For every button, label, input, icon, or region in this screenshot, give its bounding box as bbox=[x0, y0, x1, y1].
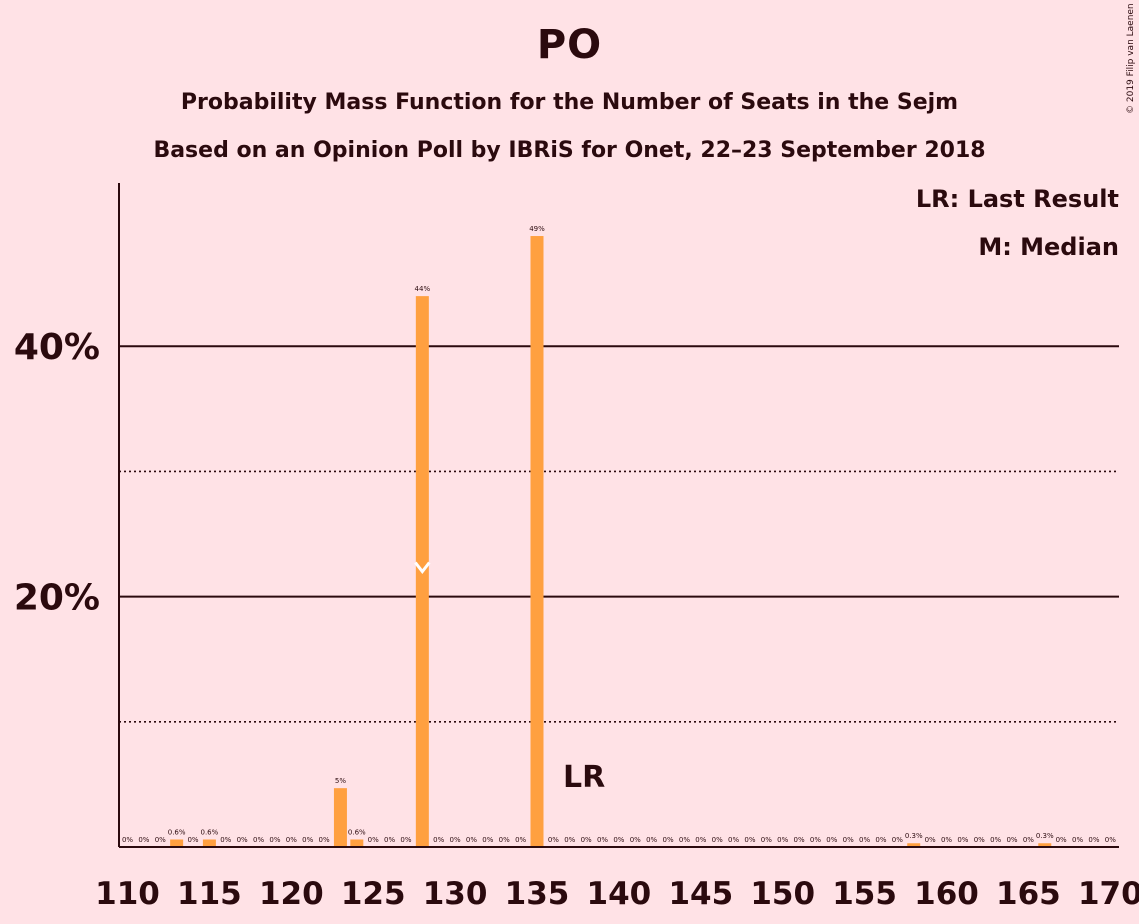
bar-value-label: 0.6% bbox=[348, 828, 366, 836]
chart-subtitle: Probability Mass Function for the Number… bbox=[180, 90, 959, 115]
bar-value-label: 0% bbox=[826, 836, 837, 844]
bar-value-label: 0% bbox=[974, 836, 985, 844]
bar-value-label: 0% bbox=[548, 836, 559, 844]
x-tick-label: 160 bbox=[914, 876, 979, 912]
bar-value-label: 0% bbox=[843, 836, 854, 844]
bar-value-label: 0% bbox=[613, 836, 624, 844]
x-tick-label: 110 bbox=[95, 876, 160, 912]
bar-value-label: 0% bbox=[712, 836, 723, 844]
bar-value-label: 0% bbox=[1006, 836, 1017, 844]
bar-value-label: 0% bbox=[400, 836, 411, 844]
bar-value-label: 0% bbox=[1072, 836, 1083, 844]
x-tick-label: 140 bbox=[587, 876, 652, 912]
bar-value-label: 0% bbox=[1056, 836, 1067, 844]
bar-value-label: 0% bbox=[319, 836, 330, 844]
bar-value-label: 0% bbox=[302, 836, 313, 844]
bar-value-label: 0.3% bbox=[1036, 832, 1054, 840]
bar bbox=[1038, 843, 1052, 847]
bar-value-label: 0% bbox=[761, 836, 772, 844]
chart-title: PO bbox=[536, 22, 603, 68]
bar-value-label: 0% bbox=[957, 836, 968, 844]
x-tick-label: 170 bbox=[1078, 876, 1139, 912]
bar-value-label: 0% bbox=[794, 836, 805, 844]
bar-value-label: 0% bbox=[695, 836, 706, 844]
bar-value-label: 0% bbox=[777, 836, 788, 844]
bar-value-label: 0% bbox=[564, 836, 575, 844]
bar-value-label: 0% bbox=[875, 836, 886, 844]
x-tick-label: 135 bbox=[505, 876, 570, 912]
bar-value-label: 0% bbox=[368, 836, 379, 844]
bar-value-label: 0.6% bbox=[201, 828, 219, 836]
x-tick-label: 130 bbox=[423, 876, 488, 912]
x-tick-label: 120 bbox=[259, 876, 324, 912]
bar-value-label: 0% bbox=[990, 836, 1001, 844]
legend-median: M: Median bbox=[978, 233, 1119, 261]
bar-value-label: 0% bbox=[810, 836, 821, 844]
x-tick-label: 145 bbox=[668, 876, 733, 912]
bar-value-label: 0.6% bbox=[168, 828, 186, 836]
bar-value-label: 0% bbox=[384, 836, 395, 844]
bar-value-label: 0% bbox=[1088, 836, 1099, 844]
chart-source-line: Based on an Opinion Poll by IBRiS for On… bbox=[153, 138, 986, 163]
bar-value-label: 0.3% bbox=[905, 832, 923, 840]
last-result-label: LR bbox=[563, 760, 605, 795]
bar-value-label: 0% bbox=[630, 836, 641, 844]
bar bbox=[907, 843, 921, 847]
bar-value-label: 0% bbox=[122, 836, 133, 844]
bar-value-label: 0% bbox=[925, 836, 936, 844]
bar bbox=[530, 236, 544, 848]
bar-value-label: 0% bbox=[138, 836, 149, 844]
bar-value-label: 0% bbox=[482, 836, 493, 844]
bar-value-label: 0% bbox=[269, 836, 280, 844]
x-tick-label: 150 bbox=[750, 876, 815, 912]
bar-value-label: 0% bbox=[941, 836, 952, 844]
bar-value-label: 49% bbox=[529, 225, 545, 233]
x-tick-label: 155 bbox=[832, 876, 897, 912]
bar-value-label: 0% bbox=[581, 836, 592, 844]
bar-value-label: 0% bbox=[286, 836, 297, 844]
bar-value-label: 0% bbox=[1105, 836, 1116, 844]
bar-value-label: 5% bbox=[335, 777, 346, 785]
bar-value-label: 0% bbox=[662, 836, 673, 844]
bar-value-label: 0% bbox=[892, 836, 903, 844]
bar-value-label: 0% bbox=[155, 836, 166, 844]
bar-value-label: 0% bbox=[433, 836, 444, 844]
x-tick-label: 115 bbox=[177, 876, 242, 912]
bar-value-label: 0% bbox=[646, 836, 657, 844]
bar-value-label: 0% bbox=[859, 836, 870, 844]
bar-value-label: 0% bbox=[597, 836, 608, 844]
bar-value-label: 0% bbox=[728, 836, 739, 844]
median-marker bbox=[414, 561, 431, 575]
bar-value-label: 0% bbox=[515, 836, 526, 844]
bar-value-label: 0% bbox=[450, 836, 461, 844]
bar bbox=[333, 788, 347, 847]
bar-value-label: 44% bbox=[415, 285, 431, 293]
bar-value-label: 0% bbox=[220, 836, 231, 844]
legend-last-result: LR: Last Result bbox=[915, 185, 1119, 213]
bar bbox=[170, 839, 184, 847]
y-tick-label: 20% bbox=[14, 578, 100, 619]
bar-value-label: 0% bbox=[187, 836, 198, 844]
bar-value-label: 0% bbox=[466, 836, 477, 844]
bar-value-label: 0% bbox=[237, 836, 248, 844]
bar bbox=[202, 839, 216, 847]
x-tick-label: 165 bbox=[996, 876, 1061, 912]
y-tick-label: 40% bbox=[14, 327, 100, 368]
bar-value-label: 0% bbox=[1023, 836, 1034, 844]
bar-value-label: 0% bbox=[499, 836, 510, 844]
bar bbox=[350, 839, 364, 847]
bar-value-label: 0% bbox=[679, 836, 690, 844]
bar-value-label: 0% bbox=[253, 836, 264, 844]
x-tick-label: 125 bbox=[341, 876, 406, 912]
bar-value-label: 0% bbox=[744, 836, 755, 844]
